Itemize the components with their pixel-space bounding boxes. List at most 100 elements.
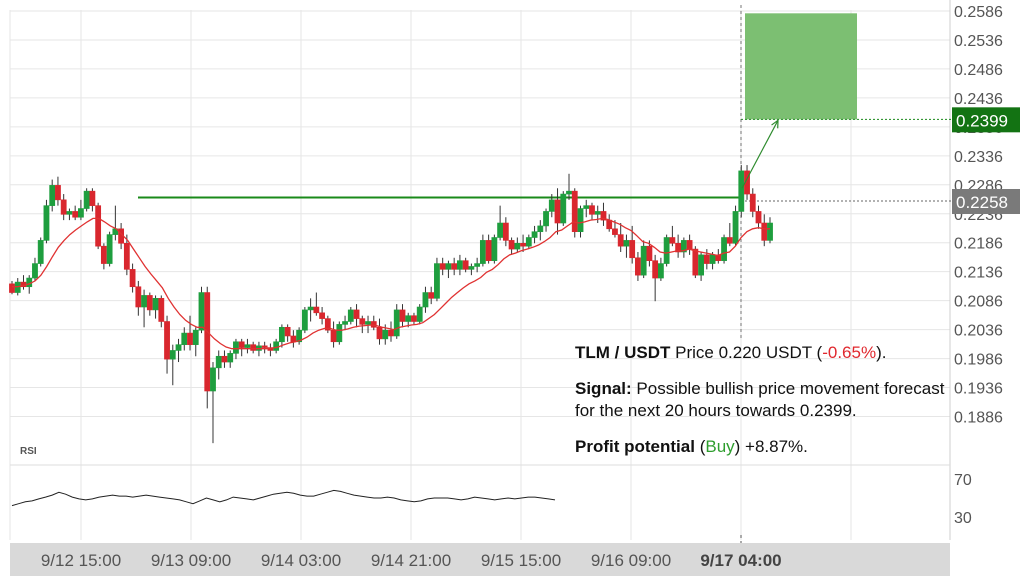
candle-body bbox=[78, 208, 84, 218]
candle-body bbox=[560, 193, 567, 224]
y-tick-label: 0.2086 bbox=[954, 294, 1003, 311]
y-axis: 0.25860.25360.24860.24360.23860.23360.22… bbox=[954, 4, 1003, 427]
candle-body bbox=[158, 298, 165, 322]
candle-body bbox=[365, 321, 371, 325]
candle-body bbox=[336, 324, 343, 343]
candle-body bbox=[738, 170, 745, 212]
candle-body bbox=[594, 211, 601, 215]
candle-body bbox=[388, 329, 394, 337]
candle bbox=[657, 257, 664, 281]
candle bbox=[123, 234, 130, 276]
candle bbox=[635, 251, 641, 281]
candle bbox=[89, 188, 96, 212]
target-zone bbox=[745, 13, 857, 120]
candle bbox=[497, 205, 504, 241]
candle bbox=[359, 315, 366, 334]
candle bbox=[296, 327, 303, 345]
candle bbox=[365, 315, 371, 334]
candle bbox=[135, 280, 142, 316]
candle-body bbox=[72, 211, 79, 218]
candle bbox=[462, 257, 469, 273]
candle bbox=[520, 234, 526, 252]
candle-body bbox=[755, 211, 762, 224]
candle-body bbox=[60, 199, 67, 215]
candle bbox=[721, 234, 727, 264]
candle bbox=[514, 237, 521, 252]
candle bbox=[761, 214, 768, 247]
candle bbox=[273, 338, 280, 354]
candle bbox=[164, 315, 170, 374]
candle-body bbox=[284, 326, 291, 337]
candle-body bbox=[657, 263, 664, 279]
candle bbox=[221, 350, 228, 368]
candle bbox=[20, 275, 27, 290]
candle bbox=[405, 312, 412, 328]
candle-body bbox=[181, 332, 188, 345]
candle-body bbox=[238, 341, 245, 348]
candle bbox=[680, 237, 687, 258]
candle bbox=[181, 327, 188, 351]
candle-body bbox=[9, 283, 15, 293]
rsi-tick-label: 30 bbox=[954, 510, 972, 527]
candle bbox=[347, 307, 354, 325]
signal-info-box: TLM / USDT Price 0.220 USDT (-0.65%). Si… bbox=[575, 342, 945, 472]
candle bbox=[537, 220, 544, 241]
candle-body bbox=[680, 240, 687, 253]
candle-body bbox=[709, 254, 716, 264]
candle bbox=[370, 315, 377, 331]
candle-body bbox=[37, 240, 44, 264]
candle bbox=[278, 324, 285, 348]
candle-body bbox=[749, 193, 756, 212]
y-tick-label: 0.1886 bbox=[954, 410, 1003, 427]
candle-body bbox=[508, 240, 515, 250]
y-tick-label: 0.1986 bbox=[954, 352, 1003, 369]
candle bbox=[95, 202, 102, 250]
candle-body bbox=[347, 309, 354, 322]
candle bbox=[72, 205, 79, 221]
candle-body bbox=[32, 263, 38, 279]
candle bbox=[502, 217, 509, 247]
candle bbox=[738, 165, 745, 218]
y-tick-label: 0.2186 bbox=[954, 236, 1003, 253]
candle bbox=[457, 254, 463, 276]
candle bbox=[112, 205, 119, 241]
forecast-arrow bbox=[741, 119, 779, 189]
current-price-tag-bg bbox=[952, 189, 1020, 215]
candle bbox=[554, 188, 561, 235]
price-change: -0.65% bbox=[822, 343, 877, 362]
candle bbox=[491, 234, 498, 264]
profit-line: Profit potential (Buy) +8.87%. bbox=[575, 436, 945, 458]
candle bbox=[106, 231, 113, 267]
candle-body bbox=[451, 263, 458, 270]
candle bbox=[732, 205, 739, 247]
candle-body bbox=[491, 237, 498, 261]
candle bbox=[244, 338, 251, 354]
candle-body bbox=[600, 211, 607, 221]
x-axis: 9/12 15:00 9/13 09:00 9/14 03:00 9/14 21:00… bbox=[10, 543, 950, 576]
y-tick-label: 0.2436 bbox=[954, 91, 1003, 108]
candle bbox=[146, 292, 153, 316]
candle-body bbox=[543, 211, 549, 227]
candle-body bbox=[359, 318, 366, 325]
candle-body bbox=[210, 367, 216, 392]
candle-body bbox=[663, 237, 670, 264]
candle-body bbox=[175, 344, 182, 351]
candle bbox=[210, 362, 216, 444]
candle-body bbox=[652, 260, 659, 279]
x-tick-label: 9/15 15:00 bbox=[481, 551, 561, 570]
candle bbox=[261, 341, 268, 354]
candle bbox=[267, 343, 274, 357]
candle bbox=[313, 292, 320, 316]
candle-body bbox=[474, 263, 481, 267]
candle-body bbox=[261, 345, 268, 348]
candle bbox=[215, 350, 222, 380]
candle bbox=[43, 199, 50, 244]
candle-body bbox=[422, 292, 429, 308]
candle-body bbox=[525, 237, 532, 247]
candle-body bbox=[485, 240, 492, 261]
candle bbox=[548, 194, 555, 218]
candle bbox=[669, 225, 676, 247]
candle-body bbox=[307, 306, 314, 311]
candle bbox=[198, 286, 205, 334]
y-tick-label: 0.2586 bbox=[954, 4, 1003, 21]
